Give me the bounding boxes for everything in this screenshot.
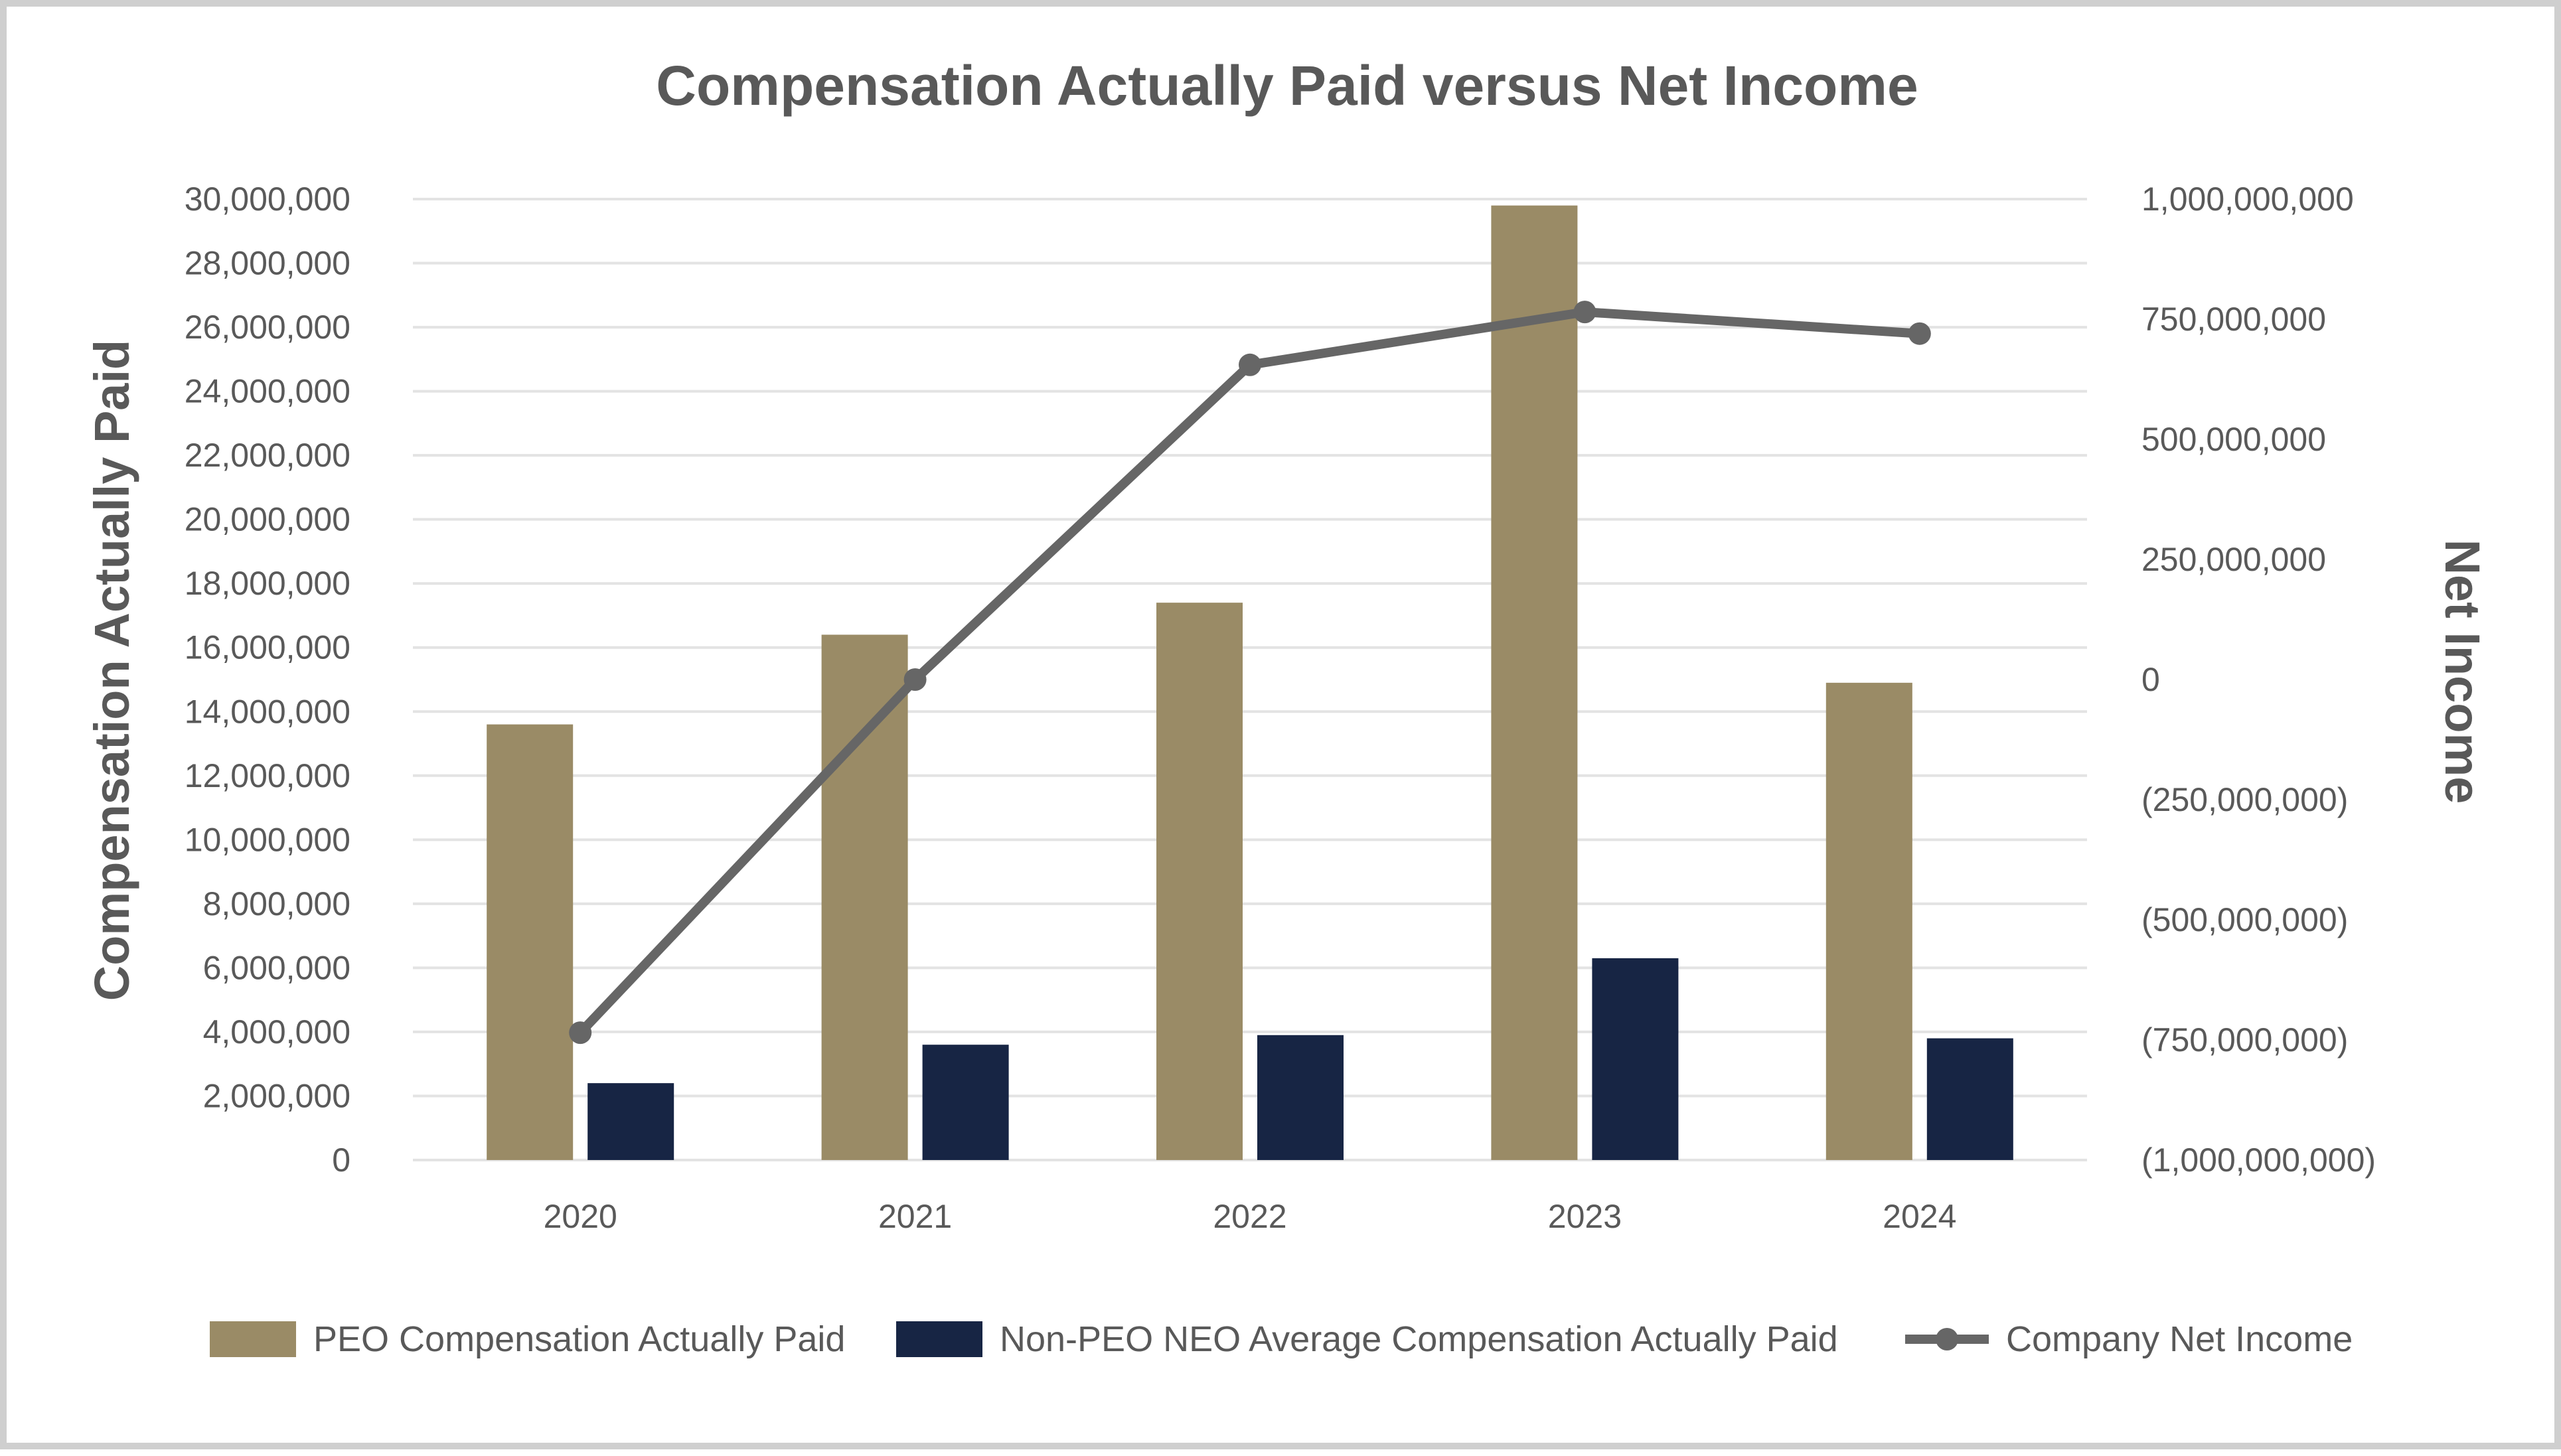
x-axis-tick-label: 2021 — [878, 1198, 952, 1235]
legend-label-non-peo: Non-PEO NEO Average Compensation Actuall… — [1000, 1319, 1838, 1359]
non-peo-bar — [922, 1045, 1009, 1160]
left-axis-tick-label: 10,000,000 — [185, 821, 350, 858]
net-income-point — [903, 668, 927, 691]
left-axis-tick-label: 18,000,000 — [185, 565, 350, 602]
right-axis-tick-label: 0 — [2141, 661, 2160, 698]
x-axis-tick-label: 2024 — [1883, 1198, 1956, 1235]
right-axis-tick-label: 1,000,000,000 — [2141, 181, 2354, 218]
right-axis-ticks: (1,000,000,000) (750,000,000) (500,000,000… — [2141, 181, 2376, 1179]
net-income-line — [577, 307, 1920, 1036]
left-axis-tick-label: 4,000,000 — [203, 1013, 350, 1051]
x-axis-tick-label: 2023 — [1548, 1198, 1622, 1235]
left-axis-tick-label: 20,000,000 — [185, 501, 350, 538]
net-income-point — [1239, 353, 1261, 376]
left-axis-tick-label: 8,000,000 — [203, 885, 350, 922]
net-income-point — [1908, 322, 1931, 345]
net-income-point — [569, 1021, 592, 1045]
left-axis-tick-label: 22,000,000 — [185, 437, 350, 474]
left-axis-tick-label: 0 — [332, 1141, 350, 1179]
peo-bar — [821, 634, 908, 1160]
right-axis-tick-label: (750,000,000) — [2141, 1021, 2348, 1058]
left-axis-title: Compensation Actually Paid — [84, 340, 139, 1001]
bars — [487, 205, 2013, 1160]
left-axis-tick-label: 24,000,000 — [185, 373, 350, 410]
right-axis-tick-label: 750,000,000 — [2141, 301, 2326, 338]
left-axis-tick-label: 26,000,000 — [185, 309, 350, 346]
legend-swatch-peo — [210, 1321, 296, 1357]
right-axis-tick-label: (500,000,000) — [2141, 901, 2348, 938]
right-axis-tick-label: (1,000,000,000) — [2141, 1141, 2376, 1179]
x-axis-ticks: 2020 2021 2022 2023 2024 — [544, 1198, 1957, 1235]
non-peo-bar — [1926, 1038, 2013, 1160]
x-axis-tick-label: 2022 — [1213, 1198, 1286, 1235]
net-income-point — [1573, 301, 1596, 324]
legend-marker-net-income — [1936, 1328, 1958, 1350]
left-axis-tick-label: 14,000,000 — [185, 693, 350, 730]
left-axis-tick-label: 30,000,000 — [185, 181, 350, 218]
chart-svg: Compensation Actually Paid versus Net In… — [84, 54, 2490, 1359]
peo-bar — [487, 724, 574, 1160]
x-axis-tick-label: 2020 — [544, 1198, 617, 1235]
left-axis-tick-label: 28,000,000 — [185, 245, 350, 282]
legend: PEO Compensation Actually Paid Non-PEO N… — [210, 1319, 2353, 1359]
peo-bar — [1491, 205, 1578, 1160]
right-axis-tick-label: 250,000,000 — [2141, 541, 2326, 578]
left-axis-ticks: 0 2,000,000 4,000,000 6,000,000 8,000,000 10,… — [185, 181, 350, 1179]
legend-label-peo: PEO Compensation Actually Paid — [313, 1319, 845, 1359]
left-axis-tick-label: 12,000,000 — [185, 757, 350, 794]
left-axis-tick-label: 2,000,000 — [203, 1077, 350, 1114]
right-axis-title: Net Income — [2435, 540, 2490, 804]
right-axis-tick-label: 500,000,000 — [2141, 421, 2326, 458]
left-axis-tick-label: 16,000,000 — [185, 629, 350, 666]
peo-bar — [1825, 682, 1912, 1160]
net-income-line-layer — [569, 301, 1931, 1045]
legend-label-net-income: Company Net Income — [2006, 1319, 2353, 1359]
left-axis-tick-label: 6,000,000 — [203, 949, 350, 986]
right-axis-tick-label: (250,000,000) — [2141, 781, 2348, 818]
peo-bar — [1156, 603, 1243, 1160]
non-peo-bar — [1592, 958, 1679, 1160]
non-peo-bar — [587, 1083, 674, 1160]
non-peo-bar — [1257, 1035, 1344, 1160]
legend-swatch-non-peo — [896, 1321, 982, 1357]
chart-title: Compensation Actually Paid versus Net In… — [656, 54, 1918, 117]
